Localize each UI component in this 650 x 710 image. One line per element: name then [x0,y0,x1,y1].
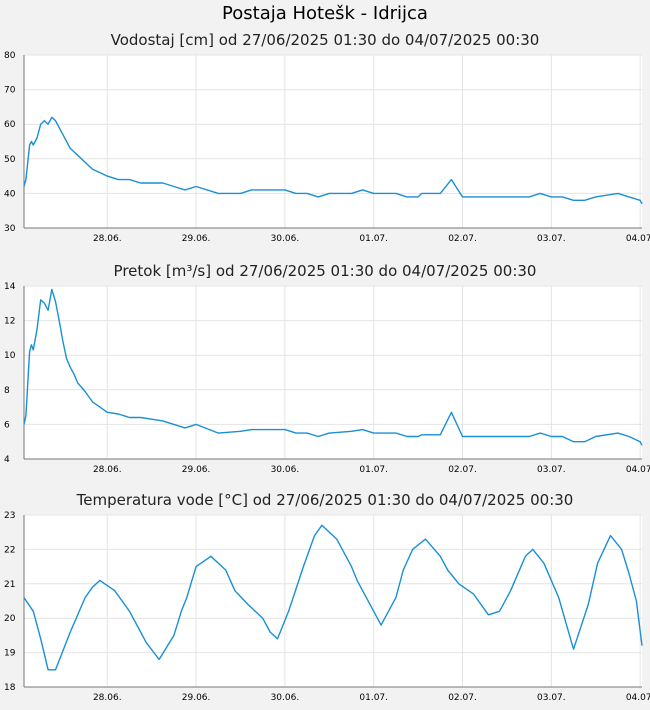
y-tick-label: 70 [4,86,16,96]
x-tick-label: 28.06. [93,465,122,475]
x-tick-label: 28.06. [93,693,122,703]
y-tick-label: 4 [4,455,10,465]
series-line [23,288,643,446]
discharge-chart: Pretok [m³/s] od 27/06/2025 01:30 do 04/… [4,262,650,475]
x-tick-label: 04.07. [626,234,650,244]
y-tick-label: 19 [4,649,16,659]
y-tick-label: 10 [4,351,16,361]
x-tick-label: 02.07. [448,234,477,244]
y-tick-label: 23 [4,511,15,521]
x-tick-label: 30.06. [271,693,300,703]
series-line [23,524,643,671]
y-tick-label: 60 [4,120,16,130]
x-tick-label: 01.07. [359,693,388,703]
x-tick-label: 02.07. [448,465,477,475]
y-tick-label: 40 [4,189,16,199]
page-title: Postaja Hotešk - Idrijca [222,3,428,24]
y-tick-label: 30 [4,224,16,234]
water-level-chart: Vodostaj [cm] od 27/06/2025 01:30 do 04/… [4,31,650,244]
x-tick-label: 30.06. [271,234,300,244]
y-tick-label: 21 [4,580,15,590]
y-tick-label: 22 [4,545,15,555]
x-tick-label: 03.07. [537,693,566,703]
chart-title: Temperatura vode [°C] od 27/06/2025 01:3… [76,491,574,509]
x-tick-label: 03.07. [537,465,566,475]
chart-title: Vodostaj [cm] od 27/06/2025 01:30 do 04/… [111,31,540,49]
x-tick-label: 04.07. [626,465,650,475]
x-tick-label: 30.06. [271,465,300,475]
chart-title: Pretok [m³/s] od 27/06/2025 01:30 do 04/… [114,262,537,280]
plot-area [24,286,642,459]
y-tick-label: 6 [4,420,10,430]
y-tick-label: 18 [4,683,16,693]
water-temperature-chart: Temperatura vode [°C] od 27/06/2025 01:3… [4,491,650,703]
x-tick-label: 01.07. [359,234,388,244]
plot-area [24,515,642,687]
x-tick-label: 01.07. [359,465,388,475]
x-tick-label: 29.06. [182,234,211,244]
series-line [23,116,643,205]
x-tick-label: 02.07. [448,693,477,703]
x-tick-label: 29.06. [182,465,211,475]
y-tick-label: 50 [4,155,16,165]
y-tick-label: 20 [4,614,16,624]
y-tick-label: 14 [4,282,16,292]
y-tick-label: 12 [4,317,15,327]
y-tick-label: 80 [4,51,16,61]
x-tick-label: 04.07. [626,693,650,703]
plot-area [24,55,642,228]
x-tick-label: 03.07. [537,234,566,244]
x-tick-label: 29.06. [182,693,211,703]
x-tick-label: 28.06. [93,234,122,244]
y-tick-label: 8 [4,386,10,396]
